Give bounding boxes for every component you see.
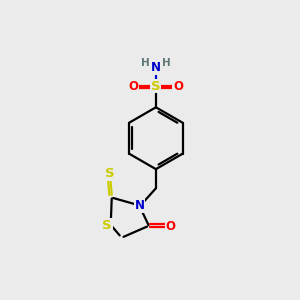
Text: S: S [105,167,115,180]
Text: H: H [141,58,150,68]
Text: N: N [135,200,145,212]
Text: N: N [151,61,161,74]
Text: O: O [166,220,176,233]
Text: S: S [151,80,161,93]
Text: O: O [129,80,139,93]
Text: H: H [162,58,171,68]
Text: O: O [173,80,183,93]
Text: S: S [103,219,112,232]
